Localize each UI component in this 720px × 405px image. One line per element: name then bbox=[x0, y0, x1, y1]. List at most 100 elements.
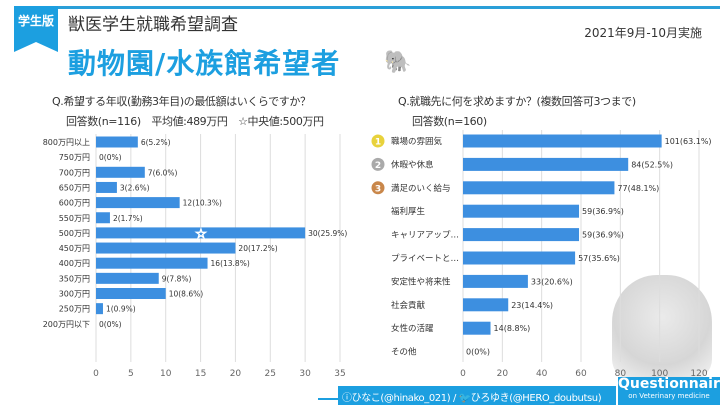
data-label: 0(0%) bbox=[99, 320, 122, 329]
category-label: 250万円 bbox=[59, 305, 90, 314]
category-label: 休暇や休息 bbox=[391, 159, 434, 170]
silver-medal-2-icon bbox=[371, 157, 385, 171]
bar bbox=[96, 257, 208, 269]
category-label: 500万円 bbox=[59, 229, 90, 238]
median-star-icon: ☆ bbox=[195, 227, 207, 242]
category-label: 安定性や将来性 bbox=[391, 276, 451, 287]
rank-number: 2 bbox=[375, 161, 381, 171]
category-label: 満足のいく給与 bbox=[391, 183, 451, 194]
bar bbox=[463, 157, 629, 171]
dog-photo bbox=[612, 275, 712, 380]
header-line bbox=[40, 6, 720, 9]
bar bbox=[463, 181, 615, 195]
category-label: 600万円 bbox=[59, 199, 90, 208]
category-label: 職場の雰囲気 bbox=[391, 136, 443, 147]
category-label: 750万円 bbox=[59, 153, 90, 162]
right-count: 回答数(n=160) bbox=[412, 115, 487, 128]
x-tick-label: 10 bbox=[160, 369, 172, 379]
bar bbox=[96, 197, 180, 209]
data-label: 84(52.5%) bbox=[631, 160, 673, 169]
category-label: 650万円 bbox=[59, 183, 90, 192]
bar bbox=[96, 227, 306, 239]
x-tick-label: 20 bbox=[230, 369, 242, 379]
data-label: 0(0%) bbox=[99, 153, 122, 162]
rank-number: 3 bbox=[375, 184, 381, 194]
data-label: 101(63.1%) bbox=[665, 137, 712, 146]
page-title: 動物園/水族館希望者 bbox=[68, 47, 341, 80]
data-label: 12(10.3%) bbox=[183, 199, 222, 208]
brand-subtitle: on Veterinary medicine bbox=[628, 392, 710, 400]
bar bbox=[463, 298, 509, 312]
x-tick-label: 5 bbox=[128, 369, 134, 379]
category-label: 200万円以下 bbox=[43, 320, 90, 329]
left-question: Q.希望する年収(勤務3年目)の最低額はいくらですか？ bbox=[52, 95, 311, 108]
category-label: 350万円 bbox=[59, 274, 90, 283]
data-label: 7(6.0%) bbox=[148, 168, 178, 177]
data-label: 57(35.6%) bbox=[578, 254, 620, 263]
category-label: 450万円 bbox=[59, 244, 90, 253]
student-badge: 学生版 bbox=[14, 6, 58, 52]
x-tick-label: 15 bbox=[195, 369, 206, 379]
data-label: 20(17.2%) bbox=[238, 244, 277, 253]
category-label: 800万円以上 bbox=[43, 138, 90, 147]
category-label: その他 bbox=[391, 347, 417, 358]
brand-box: Questionnaire on Veterinary medicine bbox=[618, 377, 720, 405]
category-label: 550万円 bbox=[59, 214, 90, 223]
category-label: 福利厚生 bbox=[391, 206, 426, 217]
bar bbox=[96, 136, 138, 148]
bar bbox=[96, 181, 117, 193]
data-label: 10(8.6%) bbox=[169, 290, 204, 299]
data-label: 1(0.9%) bbox=[106, 305, 136, 314]
data-label: 59(36.9%) bbox=[582, 207, 624, 216]
x-tick-label: 30 bbox=[299, 369, 311, 379]
category-label: プライベートと… bbox=[391, 254, 459, 264]
bar bbox=[96, 166, 145, 178]
bar bbox=[96, 303, 103, 315]
x-tick-label: 0 bbox=[93, 369, 99, 379]
data-label: 9(7.8%) bbox=[162, 274, 192, 283]
bar bbox=[463, 274, 528, 288]
x-tick-label: 60 bbox=[575, 369, 587, 379]
brand-title: Questionnaire bbox=[618, 376, 720, 392]
x-tick-label: 25 bbox=[265, 369, 276, 379]
bar bbox=[463, 321, 491, 335]
category-label: 300万円 bbox=[59, 290, 90, 299]
data-label: 3(2.6%) bbox=[120, 183, 150, 192]
bar bbox=[463, 251, 576, 265]
rank-number: 1 bbox=[375, 138, 381, 148]
category-label: 女性の活躍 bbox=[391, 323, 434, 334]
data-label: 16(13.8%) bbox=[211, 259, 250, 268]
footer-line bbox=[318, 398, 340, 400]
x-tick-label: 35 bbox=[334, 369, 345, 379]
x-tick-label: 100 bbox=[651, 369, 668, 379]
survey-date: 2021年9月-10月実施 bbox=[584, 26, 702, 40]
x-tick-label: 0 bbox=[460, 369, 466, 379]
elephant-icon: 🐘 bbox=[384, 50, 412, 75]
right-question: Q.就職先に何を求めますか？(複数回答可3つまで) bbox=[398, 95, 636, 108]
bar bbox=[96, 242, 236, 254]
bar bbox=[463, 204, 580, 218]
x-tick-label: 80 bbox=[615, 369, 627, 379]
data-label: 14(8.8%) bbox=[494, 324, 531, 333]
data-label: 33(20.6%) bbox=[531, 277, 573, 286]
bar bbox=[463, 228, 580, 242]
category-label: 700万円 bbox=[59, 168, 90, 177]
x-tick-label: 20 bbox=[497, 369, 509, 379]
x-tick-label: 120 bbox=[690, 369, 707, 379]
data-label: 23(14.4%) bbox=[511, 301, 553, 310]
x-tick-label: 40 bbox=[536, 369, 548, 379]
data-label: 6(5.2%) bbox=[141, 138, 171, 147]
bar bbox=[96, 272, 159, 284]
credits: ⓘひなこ(@hinako_021) / 🐦ひろゆき(@HERO_doubutsu… bbox=[338, 386, 616, 405]
bronze-medal-3-icon bbox=[371, 181, 385, 195]
data-label: 77(48.1%) bbox=[617, 184, 659, 193]
data-label: 0(0%) bbox=[466, 348, 490, 357]
data-label: 2(1.7%) bbox=[113, 214, 143, 223]
gold-crown-1-icon bbox=[371, 134, 385, 148]
left-stats: 回答数(n=116) 平均値:489万円 ☆中央値:500万円 bbox=[66, 115, 324, 128]
survey-subtitle: 獣医学生就職希望調査 bbox=[68, 15, 238, 35]
bar bbox=[96, 288, 166, 299]
data-label: 30(25.9%) bbox=[308, 229, 347, 238]
category-label: 社会貢献 bbox=[391, 300, 426, 311]
